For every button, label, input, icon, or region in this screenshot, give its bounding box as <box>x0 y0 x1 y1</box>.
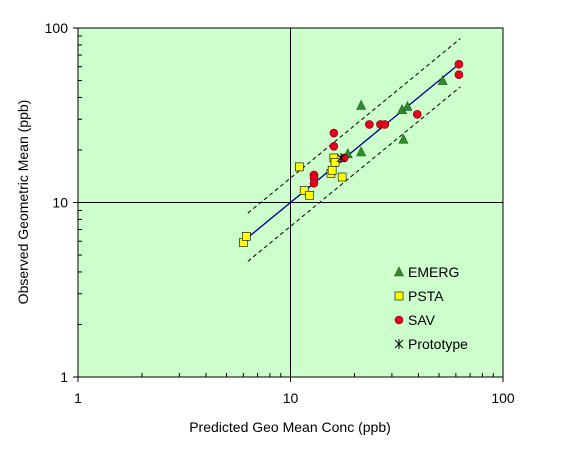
point-emerg <box>356 99 367 110</box>
x-tick-label: 1 <box>74 390 82 406</box>
x-axis-title: Predicted Geo Mean Conc (ppb) <box>189 419 391 435</box>
point-psta <box>337 172 347 182</box>
point-emerg <box>402 100 413 111</box>
point-psta <box>330 157 340 167</box>
y-tick-label: 100 <box>45 20 69 36</box>
legend: EMERG PSTA SAV Prototype <box>394 264 468 352</box>
legend-label-sav: SAV <box>408 312 436 328</box>
point-sav <box>454 70 464 79</box>
legend-label-prototype: Prototype <box>408 336 468 352</box>
point-sav <box>412 110 422 119</box>
point-sav <box>309 178 319 188</box>
point-emerg <box>356 146 367 157</box>
point-psta <box>299 186 309 195</box>
legend-label-emerg: EMERG <box>408 264 459 280</box>
point-psta <box>242 232 251 241</box>
y-tick-label: 10 <box>52 195 68 211</box>
legend-marker-psta <box>394 291 404 301</box>
point-prototype <box>336 152 346 163</box>
fit-line-layer <box>247 62 461 239</box>
legend-label-psta: PSTA <box>408 288 444 304</box>
point-sav <box>454 59 464 69</box>
points-layer <box>239 59 464 247</box>
point-psta <box>305 190 314 200</box>
point-emerg <box>398 133 409 144</box>
point-sav <box>329 141 339 151</box>
y-axis-title: Observed Geometric Mean (ppb) <box>15 100 31 305</box>
point-sav <box>339 153 349 163</box>
legend-marker-prototype <box>394 339 404 349</box>
point-sav <box>365 120 374 129</box>
x-axis-ticks: 1 10 100 <box>74 373 515 406</box>
point-psta <box>294 162 304 172</box>
legend-marker-emerg <box>394 266 404 277</box>
bound-lower <box>247 86 461 262</box>
point-sav <box>329 128 339 138</box>
bound-upper <box>247 38 461 214</box>
legend-marker-sav <box>394 315 404 325</box>
x-tick-label: 10 <box>283 390 299 406</box>
x-tick-label: 100 <box>491 390 515 406</box>
point-sav <box>380 120 390 129</box>
point-emerg <box>437 74 448 85</box>
y-tick-label: 1 <box>60 369 68 385</box>
confidence-bounds <box>247 38 461 262</box>
point-psta <box>327 165 337 175</box>
y-axis-ticks: 1 10 100 <box>45 20 82 385</box>
fit-line <box>247 62 461 239</box>
